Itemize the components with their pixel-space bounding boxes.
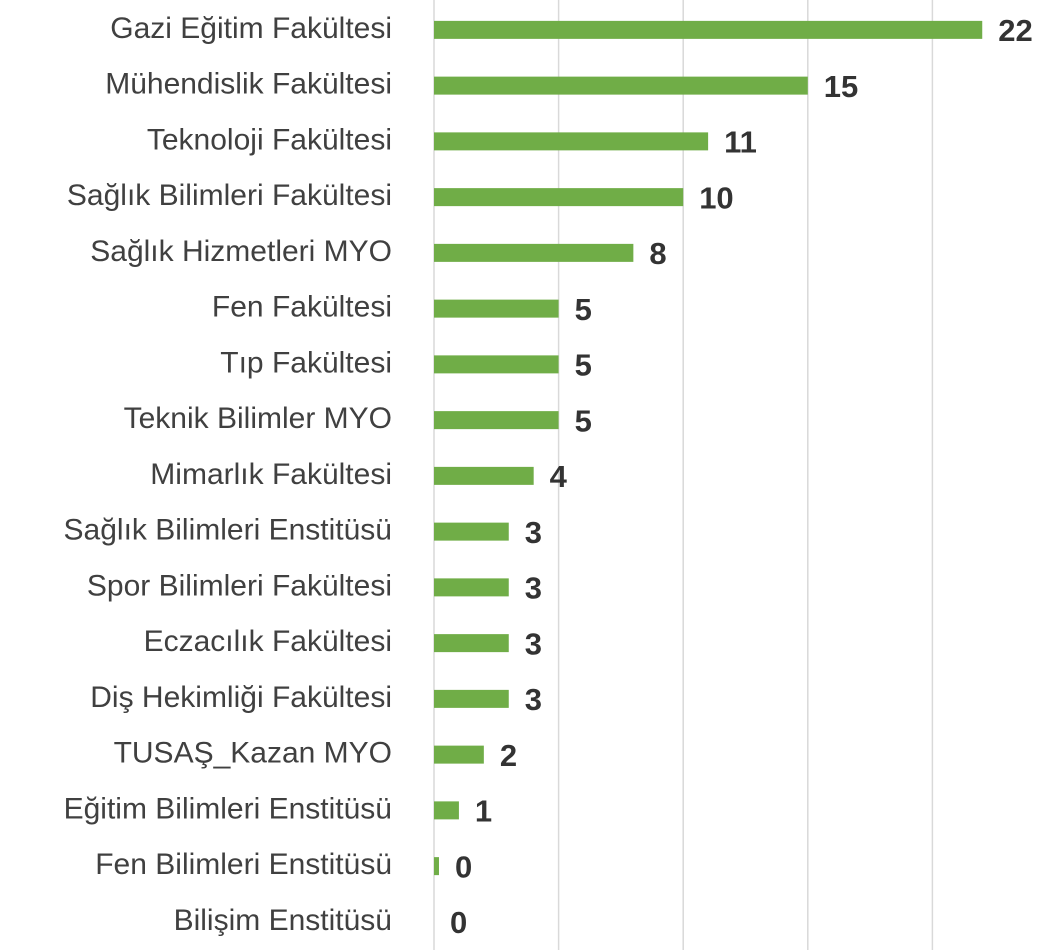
value-label: 15 — [824, 69, 858, 104]
value-label: 3 — [525, 626, 542, 661]
bar — [434, 20, 983, 39]
value-label: 10 — [699, 180, 733, 215]
bar — [434, 466, 534, 485]
bar — [434, 132, 709, 151]
category-label: Spor Bilimleri Fakültesi — [87, 569, 392, 602]
value-label: 3 — [525, 515, 542, 550]
value-label: 0 — [450, 905, 467, 940]
value-label: 22 — [998, 13, 1032, 48]
value-label: 5 — [575, 403, 592, 438]
bar — [434, 76, 808, 95]
bar — [434, 522, 509, 541]
category-label: Tıp Fakültesi — [220, 346, 392, 379]
value-label: 8 — [649, 236, 666, 271]
category-label: Fen Fakültesi — [212, 291, 392, 324]
bar — [434, 689, 509, 708]
value-label: 0 — [455, 849, 472, 884]
category-label: Gazi Eğitim Fakültesi — [110, 12, 392, 45]
value-label: 11 — [724, 125, 757, 160]
bar — [434, 745, 484, 764]
category-label: Bilişim Enstitüsü — [174, 904, 392, 937]
category-label: Mühendislik Fakültesi — [105, 68, 392, 101]
value-label: 3 — [525, 571, 542, 606]
bar — [434, 299, 559, 318]
category-label: Mimarlık Fakültesi — [150, 458, 392, 491]
category-label: Teknik Bilimler MYO — [124, 402, 392, 435]
bar — [434, 411, 559, 430]
bar — [434, 188, 684, 207]
value-label: 5 — [575, 348, 592, 383]
category-label: Sağlık Bilimleri Enstitüsü — [64, 514, 392, 547]
category-label: Diş Hekimliği Fakültesi — [90, 681, 392, 714]
category-label: Eczacılık Fakültesi — [144, 625, 392, 658]
value-label: 4 — [550, 459, 568, 494]
category-label: Sağlık Bilimleri Fakültesi — [67, 179, 392, 212]
value-label: 3 — [525, 682, 542, 717]
value-label: 1 — [475, 794, 492, 829]
bar — [434, 243, 634, 262]
category-label: Fen Bilimleri Enstitüsü — [95, 848, 392, 881]
value-label: 5 — [575, 292, 592, 327]
category-label: Teknoloji Fakültesi — [147, 123, 392, 156]
bar — [434, 355, 559, 374]
bar — [434, 634, 509, 653]
bar — [434, 801, 459, 820]
category-label: Eğitim Bilimleri Enstitüsü — [64, 792, 392, 825]
category-label: Sağlık Hizmetleri MYO — [90, 235, 392, 268]
value-label: 2 — [500, 738, 517, 773]
bar — [434, 578, 509, 597]
bar — [434, 857, 439, 876]
category-label: TUSAŞ_Kazan MYO — [114, 737, 392, 770]
